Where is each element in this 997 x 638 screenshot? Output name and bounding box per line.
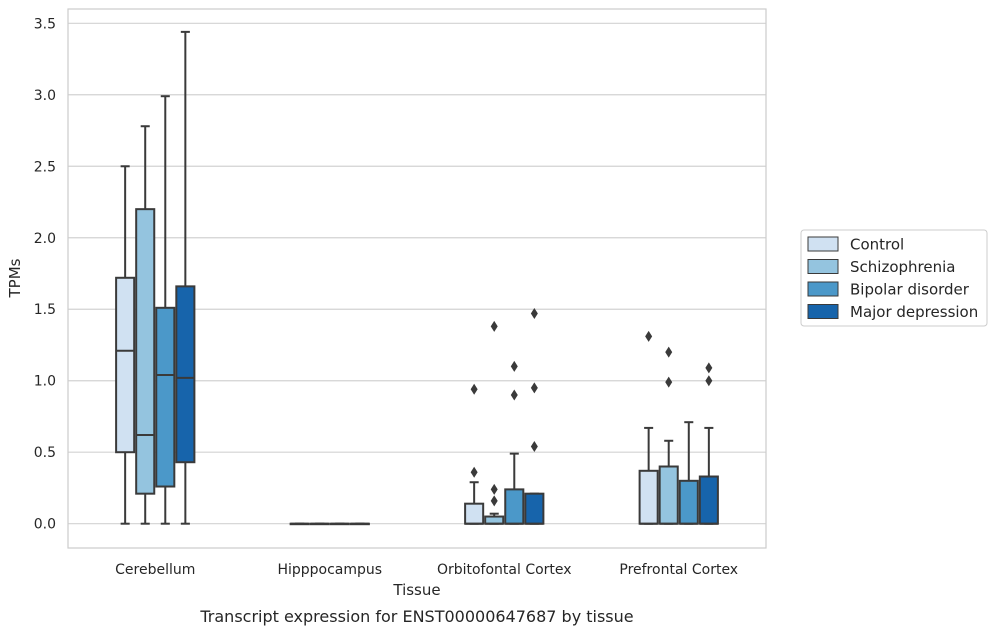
box-body: [504, 488, 525, 525]
x-tick-label-0: Cerebellum: [115, 562, 195, 578]
y-tick-label-3: 1.5: [34, 302, 56, 318]
x-tick-label-1: Hipppocampus: [277, 562, 382, 578]
box-0-2: [155, 95, 176, 525]
legend-label-3: Major depression: [850, 303, 978, 321]
chart-caption: Transcript expression for ENST0000064768…: [199, 607, 633, 626]
legend-frame: [800, 229, 988, 327]
box-1-0: [289, 522, 310, 526]
legend-swatch-0: [807, 236, 839, 252]
outlier-point-2: [530, 308, 538, 320]
box-3-1: [658, 346, 679, 525]
outlier-point-1: [665, 346, 673, 358]
box-1-2: [329, 522, 350, 526]
outlier-point-0: [470, 466, 478, 478]
box-2-2: [504, 360, 525, 525]
box-body: [484, 515, 505, 525]
box-2-3: [524, 308, 545, 525]
outlier-point-0: [645, 330, 653, 342]
box-body: [698, 475, 719, 525]
box-body: [155, 306, 176, 488]
box-body: [638, 469, 659, 525]
box-2-0: [464, 383, 485, 525]
y-tick-labels: 0.0 0.5 1.0 1.5 2.0 2.5 3.0 3.5: [34, 16, 56, 532]
x-tick-label-2: Orbitofontal Cortex: [437, 562, 572, 578]
box-0-1: [135, 125, 156, 525]
y-tick-label-2: 1.0: [34, 374, 56, 390]
outlier-point-1: [705, 362, 713, 374]
box-0-3: [175, 30, 196, 525]
outlier-point-0: [490, 495, 498, 507]
box-3-2: [678, 421, 699, 525]
outlier-point-1: [530, 382, 538, 394]
box-body: [135, 208, 156, 495]
box-body: [464, 502, 485, 525]
outlier-point-0: [705, 375, 713, 387]
y-tick-label-0: 0.0: [34, 517, 56, 533]
y-tick-label-5: 2.5: [34, 159, 56, 175]
legend-item-1: Schizophrenia: [807, 258, 955, 276]
outlier-point-0: [510, 389, 518, 401]
legend-item-0: Control: [807, 236, 904, 254]
legend-item-2: Bipolar disorder: [807, 281, 970, 299]
box-layer: [115, 30, 719, 526]
box-body: [658, 465, 679, 525]
y-axis-label: TPMs: [6, 258, 24, 298]
box-body: [175, 285, 196, 464]
outlier-point-1: [470, 383, 478, 395]
legend: Control Schizophrenia Bipolar disorder Majo…: [800, 229, 988, 327]
box-2-1: [484, 320, 505, 525]
legend-label-1: Schizophrenia: [850, 258, 955, 276]
outlier-point-1: [510, 360, 518, 372]
x-tick-label-3: Prefrontal Cortex: [619, 562, 738, 578]
box-3-3: [698, 362, 719, 525]
box-body: [678, 479, 699, 525]
legend-swatch-1: [807, 259, 839, 274]
plot-frame: [67, 8, 767, 549]
box-body: [524, 492, 545, 525]
x-axis-label: Tissue: [392, 581, 440, 599]
legend-swatch-3: [807, 304, 839, 319]
box-1-3: [349, 522, 370, 526]
box-0-0: [115, 165, 136, 525]
outlier-point-0: [530, 440, 538, 452]
x-tick-labels: Cerebellum Hipppocampus Orbitofontal Corte…: [115, 562, 738, 578]
y-tick-label-1: 0.5: [34, 445, 56, 461]
box-3-0: [638, 330, 659, 525]
y-tick-label-6: 3.0: [34, 88, 56, 104]
outlier-point-1: [490, 483, 498, 495]
legend-label-0: Control: [850, 236, 904, 254]
legend-label-2: Bipolar disorder: [850, 281, 970, 299]
outlier-point-0: [665, 376, 673, 388]
legend-items: Control Schizophrenia Bipolar disorder Majo…: [807, 236, 978, 321]
box-1-1: [309, 522, 330, 526]
legend-swatch-2: [807, 281, 839, 297]
y-tick-label-4: 2.0: [34, 231, 56, 247]
outlier-point-2: [490, 320, 498, 332]
y-tick-label-7: 3.5: [34, 16, 56, 32]
box-body: [115, 276, 136, 454]
legend-item-3: Major depression: [807, 303, 978, 321]
